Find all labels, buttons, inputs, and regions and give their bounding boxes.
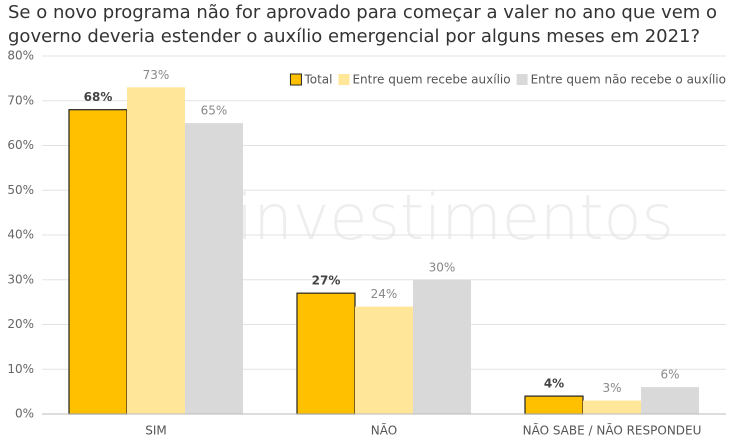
chart-title: Se o novo programa não for aprovado para… xyxy=(8,2,717,23)
bar xyxy=(68,109,128,415)
y-tick-label: 30% xyxy=(7,272,34,286)
y-tick-label: 70% xyxy=(7,93,34,107)
bar xyxy=(583,400,641,414)
legend-swatch xyxy=(338,74,350,85)
bar xyxy=(355,306,413,414)
value-label: 3% xyxy=(602,381,621,395)
chart-title: governo deveria estender o auxílio emerg… xyxy=(8,26,700,47)
value-label: 73% xyxy=(143,68,170,82)
y-tick-label: 0% xyxy=(15,407,34,421)
bar xyxy=(524,395,584,415)
legend-label: Entre quem recebe auxílio xyxy=(352,73,510,87)
x-tick-label: SIM xyxy=(145,424,167,438)
bar xyxy=(127,87,185,414)
y-tick-label: 10% xyxy=(7,362,34,376)
value-label: 4% xyxy=(544,377,564,391)
legend-swatch xyxy=(289,73,302,86)
legend-label: Total xyxy=(303,73,332,87)
y-tick-label: 80% xyxy=(7,49,34,63)
y-tick-label: 50% xyxy=(7,183,34,197)
x-tick-label: NÃO SABE / NÃO RESPONDEU xyxy=(523,423,702,438)
y-tick-label: 20% xyxy=(7,317,34,331)
value-label: 68% xyxy=(84,90,113,104)
bar xyxy=(413,279,471,414)
y-tick-label: 60% xyxy=(7,138,34,152)
value-label: 24% xyxy=(371,287,398,301)
value-label: 30% xyxy=(429,260,456,274)
watermark: investimentos xyxy=(236,181,674,254)
legend-swatch xyxy=(516,74,528,85)
value-label: 65% xyxy=(201,104,228,118)
y-tick-label: 40% xyxy=(7,228,34,242)
bar xyxy=(641,387,699,414)
x-tick-label: NÃO xyxy=(371,423,397,438)
legend-label: Entre quem não recebe o auxílio xyxy=(531,73,726,87)
bar xyxy=(185,123,243,414)
value-label: 6% xyxy=(660,368,679,382)
value-label: 27% xyxy=(312,274,341,288)
bar xyxy=(296,292,356,415)
